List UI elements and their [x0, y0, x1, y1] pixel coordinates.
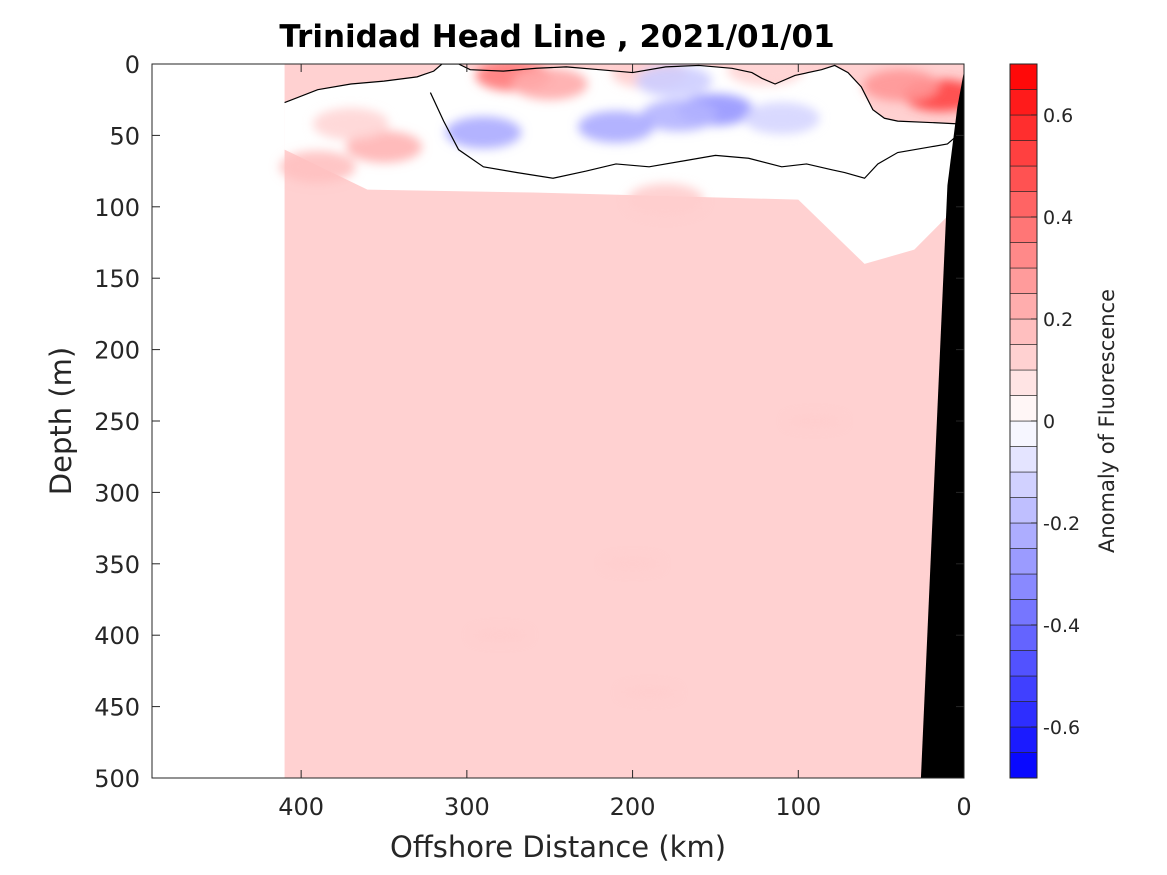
- background-anomaly-field: [284, 64, 964, 778]
- negative-anomaly-patch: [445, 116, 522, 149]
- colorbar-segment: [1009, 293, 1038, 320]
- colorbar-tick-label: 0.6: [1043, 105, 1073, 127]
- colorbar-segment: [1009, 471, 1038, 498]
- y-tick-label: 50: [109, 122, 140, 150]
- colorbar-tick-label: -0.4: [1043, 615, 1080, 637]
- y-tick-label: 100: [94, 194, 140, 222]
- seafloor-shelf: [920, 71, 964, 778]
- zero-contour: [284, 64, 962, 179]
- x-tick-label: 300: [444, 793, 490, 821]
- positive-anomaly-patch: [786, 415, 843, 427]
- negative-anomaly-patch: [636, 65, 712, 98]
- colorbar-segment: [1009, 369, 1038, 396]
- negative-anomaly-patch: [578, 110, 654, 143]
- colorbar-segment: [1009, 267, 1038, 294]
- chart-title: Trinidad Head Line , 2021/01/01: [279, 19, 834, 55]
- colorbar-segment: [1009, 446, 1038, 473]
- colorbar-tick-label: 0: [1043, 411, 1055, 433]
- y-axis: 0 50 100 150 200 250 300 350 400 450 500: [94, 51, 964, 793]
- colorbar-segment: [1009, 650, 1038, 677]
- x-tick-label: 400: [278, 793, 324, 821]
- x-axis: 400 300 200 100 0: [278, 64, 972, 821]
- y-tick-label: 250: [94, 408, 140, 436]
- colorbar-tick-label: -0.6: [1043, 717, 1080, 739]
- positive-anomaly-patch: [279, 150, 356, 183]
- plot-area: [152, 64, 964, 778]
- colorbar-segment: [1009, 701, 1038, 728]
- colorbar-segment: [1009, 675, 1038, 702]
- y-tick-label: 450: [94, 694, 140, 722]
- positive-anomaly-patch: [621, 686, 678, 699]
- colorbar-segment: [1009, 114, 1038, 141]
- colorbar-tick-label: 0.4: [1043, 207, 1073, 229]
- colorbar-segment: [1009, 140, 1038, 167]
- colorbar-segment: [1009, 420, 1038, 447]
- colorbar-segment: [1009, 497, 1038, 524]
- colorbar-segment: [1009, 63, 1038, 90]
- positive-anomaly-patch: [604, 557, 661, 570]
- colorbar-label: Anomaly of Fluorescence: [1095, 289, 1119, 553]
- x-axis-label: Offshore Distance (km): [390, 830, 726, 864]
- colorbar-tick-label: 0.2: [1043, 309, 1073, 331]
- colorbar-tick-label: -0.2: [1043, 513, 1080, 535]
- zero-contour-upper: [284, 64, 961, 125]
- colorbar-segment: [1009, 242, 1038, 269]
- colorbar-segment: [1009, 216, 1038, 243]
- y-tick-label: 0: [125, 51, 140, 79]
- colorbar-segment: [1009, 726, 1038, 753]
- x-tick-label: 200: [610, 793, 656, 821]
- y-tick-label: 150: [94, 265, 140, 293]
- colorbar-segment: [1009, 395, 1038, 422]
- positive-anomaly-patch: [627, 183, 704, 216]
- negative-anomaly-patch: [640, 99, 717, 132]
- colorbar-segment: [1009, 344, 1038, 371]
- colorbar-segment: [1009, 89, 1038, 116]
- colorbar-segment: [1009, 191, 1038, 218]
- colorbar-segment: [1009, 752, 1038, 779]
- positive-anomaly-patch: [472, 629, 528, 642]
- zero-contour-lower: [429, 92, 962, 179]
- colorbar-ticks: -0.6 -0.4 -0.2 0 0.2 0.4 0.6: [1031, 105, 1080, 739]
- positive-anomaly-patch: [511, 67, 588, 100]
- y-tick-label: 500: [94, 765, 140, 793]
- y-tick-label: 300: [94, 479, 140, 507]
- colorbar-segment: [1009, 522, 1038, 549]
- colorbar-segment: [1009, 318, 1038, 345]
- x-tick-label: 0: [956, 793, 971, 821]
- y-tick-label: 400: [94, 622, 140, 650]
- bathymetry: [920, 71, 964, 778]
- positive-anomaly-patch: [312, 107, 389, 140]
- colorbar-segment: [1009, 599, 1038, 626]
- y-tick-label: 200: [94, 337, 140, 365]
- colorbar-segment: [1009, 165, 1038, 192]
- colorbar-segment: [1009, 624, 1038, 651]
- colorbar-segment: [1009, 548, 1038, 575]
- y-axis-label: Depth (m): [44, 347, 78, 495]
- anomaly-features: [279, 64, 964, 699]
- colorbar-segment: [1009, 573, 1038, 600]
- positive-anomaly-patch: [863, 69, 940, 102]
- colorbar: [1009, 63, 1038, 779]
- negative-anomaly-patch: [743, 102, 820, 135]
- x-tick-label: 100: [775, 793, 821, 821]
- y-tick-label: 350: [94, 551, 140, 579]
